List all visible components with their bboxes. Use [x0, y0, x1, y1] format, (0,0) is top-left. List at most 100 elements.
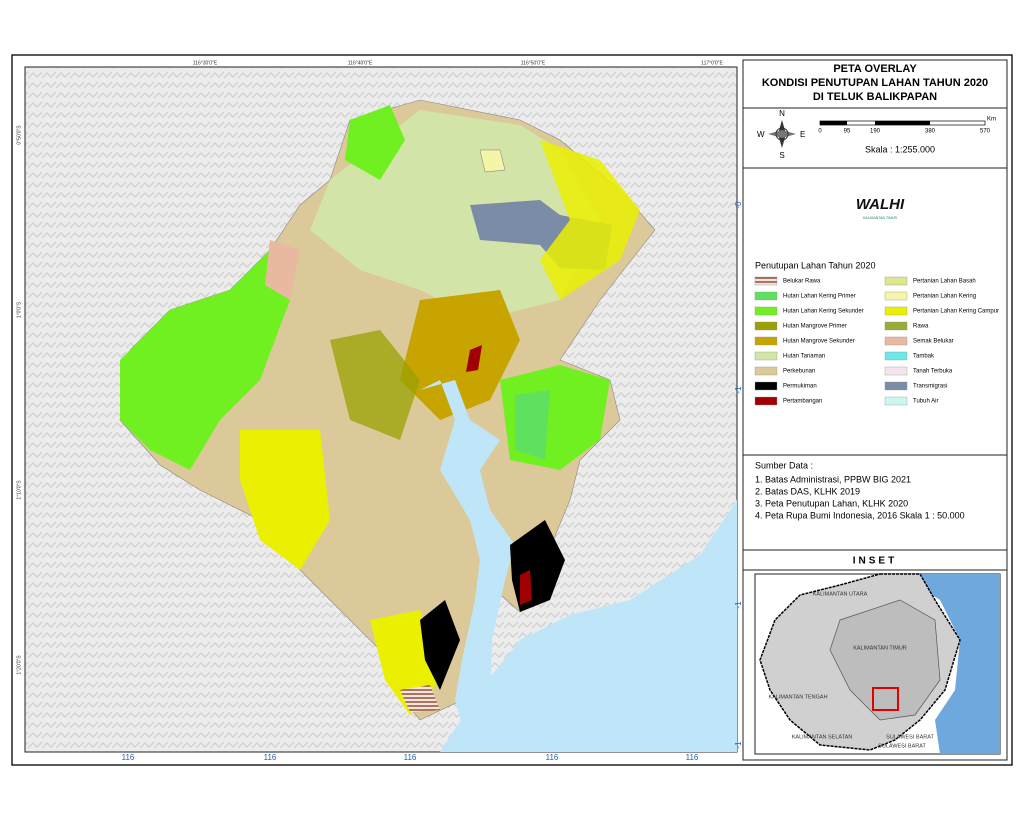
legend-label: Hutan Mangrove Primer	[783, 324, 847, 330]
mangrove-area	[400, 290, 520, 420]
scale-label: 95	[844, 129, 851, 135]
mangrove-primary-area	[330, 330, 420, 440]
legend-label: Pertanian Lahan Basah	[913, 279, 976, 285]
legend-label: Pertanian Lahan Kering	[913, 294, 976, 300]
title-line: KONDISI PENUTUPAN LAHAN TAHUN 2020	[762, 77, 988, 89]
pertambangan-2	[466, 345, 482, 372]
grid-label-bottom: 116	[404, 753, 417, 762]
legend-label: Tambak	[913, 354, 935, 360]
sea	[440, 500, 737, 752]
legend-swatch	[884, 381, 908, 391]
inset-label: KALIMANTAN SELATAN	[792, 734, 853, 740]
grid-label-right: -1	[734, 601, 743, 609]
permukiman-west	[420, 600, 460, 690]
legend-label: Semak Belukar	[913, 339, 954, 345]
legend-swatch	[754, 396, 778, 406]
compass-s: S	[779, 151, 784, 160]
legend-label: Hutan Tanaman	[783, 354, 825, 360]
legend-label: Pertanian Lahan Kering Campur	[913, 309, 999, 315]
legend-swatch	[884, 276, 908, 286]
source-line: 2. Batas DAS, KLHK 2019	[755, 486, 860, 496]
forest-north	[345, 105, 405, 180]
scale-label: 190	[870, 129, 881, 135]
legend-label: Rawa	[913, 324, 929, 330]
grid-label-left: 1°10'0"S	[16, 480, 22, 500]
title-line: DI TELUK BALIKPAPAN	[813, 91, 937, 103]
legend-swatch	[884, 366, 908, 376]
title-line: PETA OVERLAY	[833, 63, 917, 75]
pertambangan	[520, 570, 532, 605]
legend-label: Tubuh Air	[913, 399, 938, 405]
grid-label-right: -1	[734, 741, 743, 749]
grid-label-left: 1°0'0"S	[16, 301, 22, 318]
legend-swatch	[754, 306, 778, 316]
legend-swatch	[884, 336, 908, 346]
scale-text: Skala : 1:255.000	[865, 144, 935, 154]
compass-n: N	[779, 109, 785, 118]
scale-label: 380	[925, 129, 936, 135]
legend-swatch	[754, 276, 778, 286]
scale-label: 570	[980, 129, 991, 135]
logo: WALHI	[856, 196, 905, 213]
legend-swatch	[884, 306, 908, 316]
legend-title: Penutupan Lahan Tahun 2020	[755, 260, 875, 270]
grid-label-bottom: 116	[264, 753, 277, 762]
sources: 1. Batas Administrasi, PPBW BIG 2021 2. B…	[755, 474, 965, 520]
legend-swatch	[754, 321, 778, 331]
legend-swatch	[884, 321, 908, 331]
inset-label: SULAWESI BARAT	[878, 743, 926, 749]
inset-label: KALIMANTAN TENGAH	[768, 694, 827, 700]
legend-label: Hutan Lahan Kering Primer	[783, 294, 856, 300]
compass-w: W	[757, 130, 765, 139]
logo-subtitle: KALIMANTAN TIMUR	[863, 216, 898, 220]
sources-title: Sumber Data :	[755, 460, 813, 470]
legend-swatch	[884, 351, 908, 361]
legend-swatch	[754, 381, 778, 391]
legend-label: Transmigrasi	[913, 384, 947, 390]
legend-swatch	[754, 351, 778, 361]
legend-swatch	[884, 291, 908, 301]
grid-label-right: -0	[734, 201, 743, 209]
source-line: 3. Peta Penutupan Lahan, KLHK 2020	[755, 498, 908, 508]
legend-swatch	[754, 366, 778, 376]
bay	[420, 380, 515, 752]
legend-swatch	[884, 396, 908, 406]
grid-label-left: 1°20'0"S	[16, 655, 22, 675]
scale-bar	[819, 120, 986, 126]
yellow-sw	[240, 430, 330, 570]
legend-label: Pertambangan	[783, 399, 822, 405]
grid-label-top: 116°30'0"E	[193, 60, 218, 66]
legend-label: Hutan Mangrove Sekunder	[783, 339, 855, 345]
scale-unit: Km	[987, 117, 996, 123]
grid-label-bottom: 116	[686, 753, 699, 762]
legend-label: Permukiman	[783, 384, 817, 390]
grid-label-top: 116°50'0"E	[521, 60, 546, 66]
inset-title: INSET	[853, 556, 897, 567]
belukar-rawa	[400, 685, 440, 712]
compass: N S E W	[757, 109, 805, 160]
grid-label-right: -1	[734, 386, 743, 394]
legend-label: Belukar Rawa	[783, 279, 821, 285]
grid-labels: 116°30'0"E 116°40'0"E 116°50'0"E 117°0'0"E 0…	[16, 60, 743, 762]
inset-label: KALIMANTAN TIMUR	[853, 645, 907, 651]
inset-map	[754, 573, 1001, 755]
inset-label: KALIMANTAN UTARA	[813, 591, 868, 597]
legend-label: Tanah Terbuka	[913, 369, 953, 375]
source-line: 4. Peta Rupa Bumi Indonesia, 2016 Skala …	[755, 510, 965, 520]
semak-belukar	[265, 240, 300, 300]
pertanian-kering	[479, 149, 506, 173]
legend: Belukar Rawa Hutan Lahan Kering Primer Hut…	[754, 276, 999, 406]
grid-label-bottom: 116	[122, 753, 135, 762]
grid-label-left: 0°50'0"S	[16, 125, 22, 145]
forest-primary	[515, 390, 550, 460]
legend-label: Hutan Lahan Kering Sekunder	[783, 309, 864, 315]
scale-label: 0	[818, 129, 822, 135]
legend-label: Perkebunan	[783, 369, 815, 375]
grid-label-top: 117°0'0"E	[701, 60, 723, 66]
grid-label-top: 116°40'0"E	[348, 60, 373, 66]
main-map	[119, 99, 737, 752]
source-line: 1. Batas Administrasi, PPBW BIG 2021	[755, 474, 911, 484]
legend-swatch	[754, 291, 778, 301]
legend-swatch	[754, 336, 778, 346]
inset-label: SULAWESI BARAT	[886, 734, 934, 740]
